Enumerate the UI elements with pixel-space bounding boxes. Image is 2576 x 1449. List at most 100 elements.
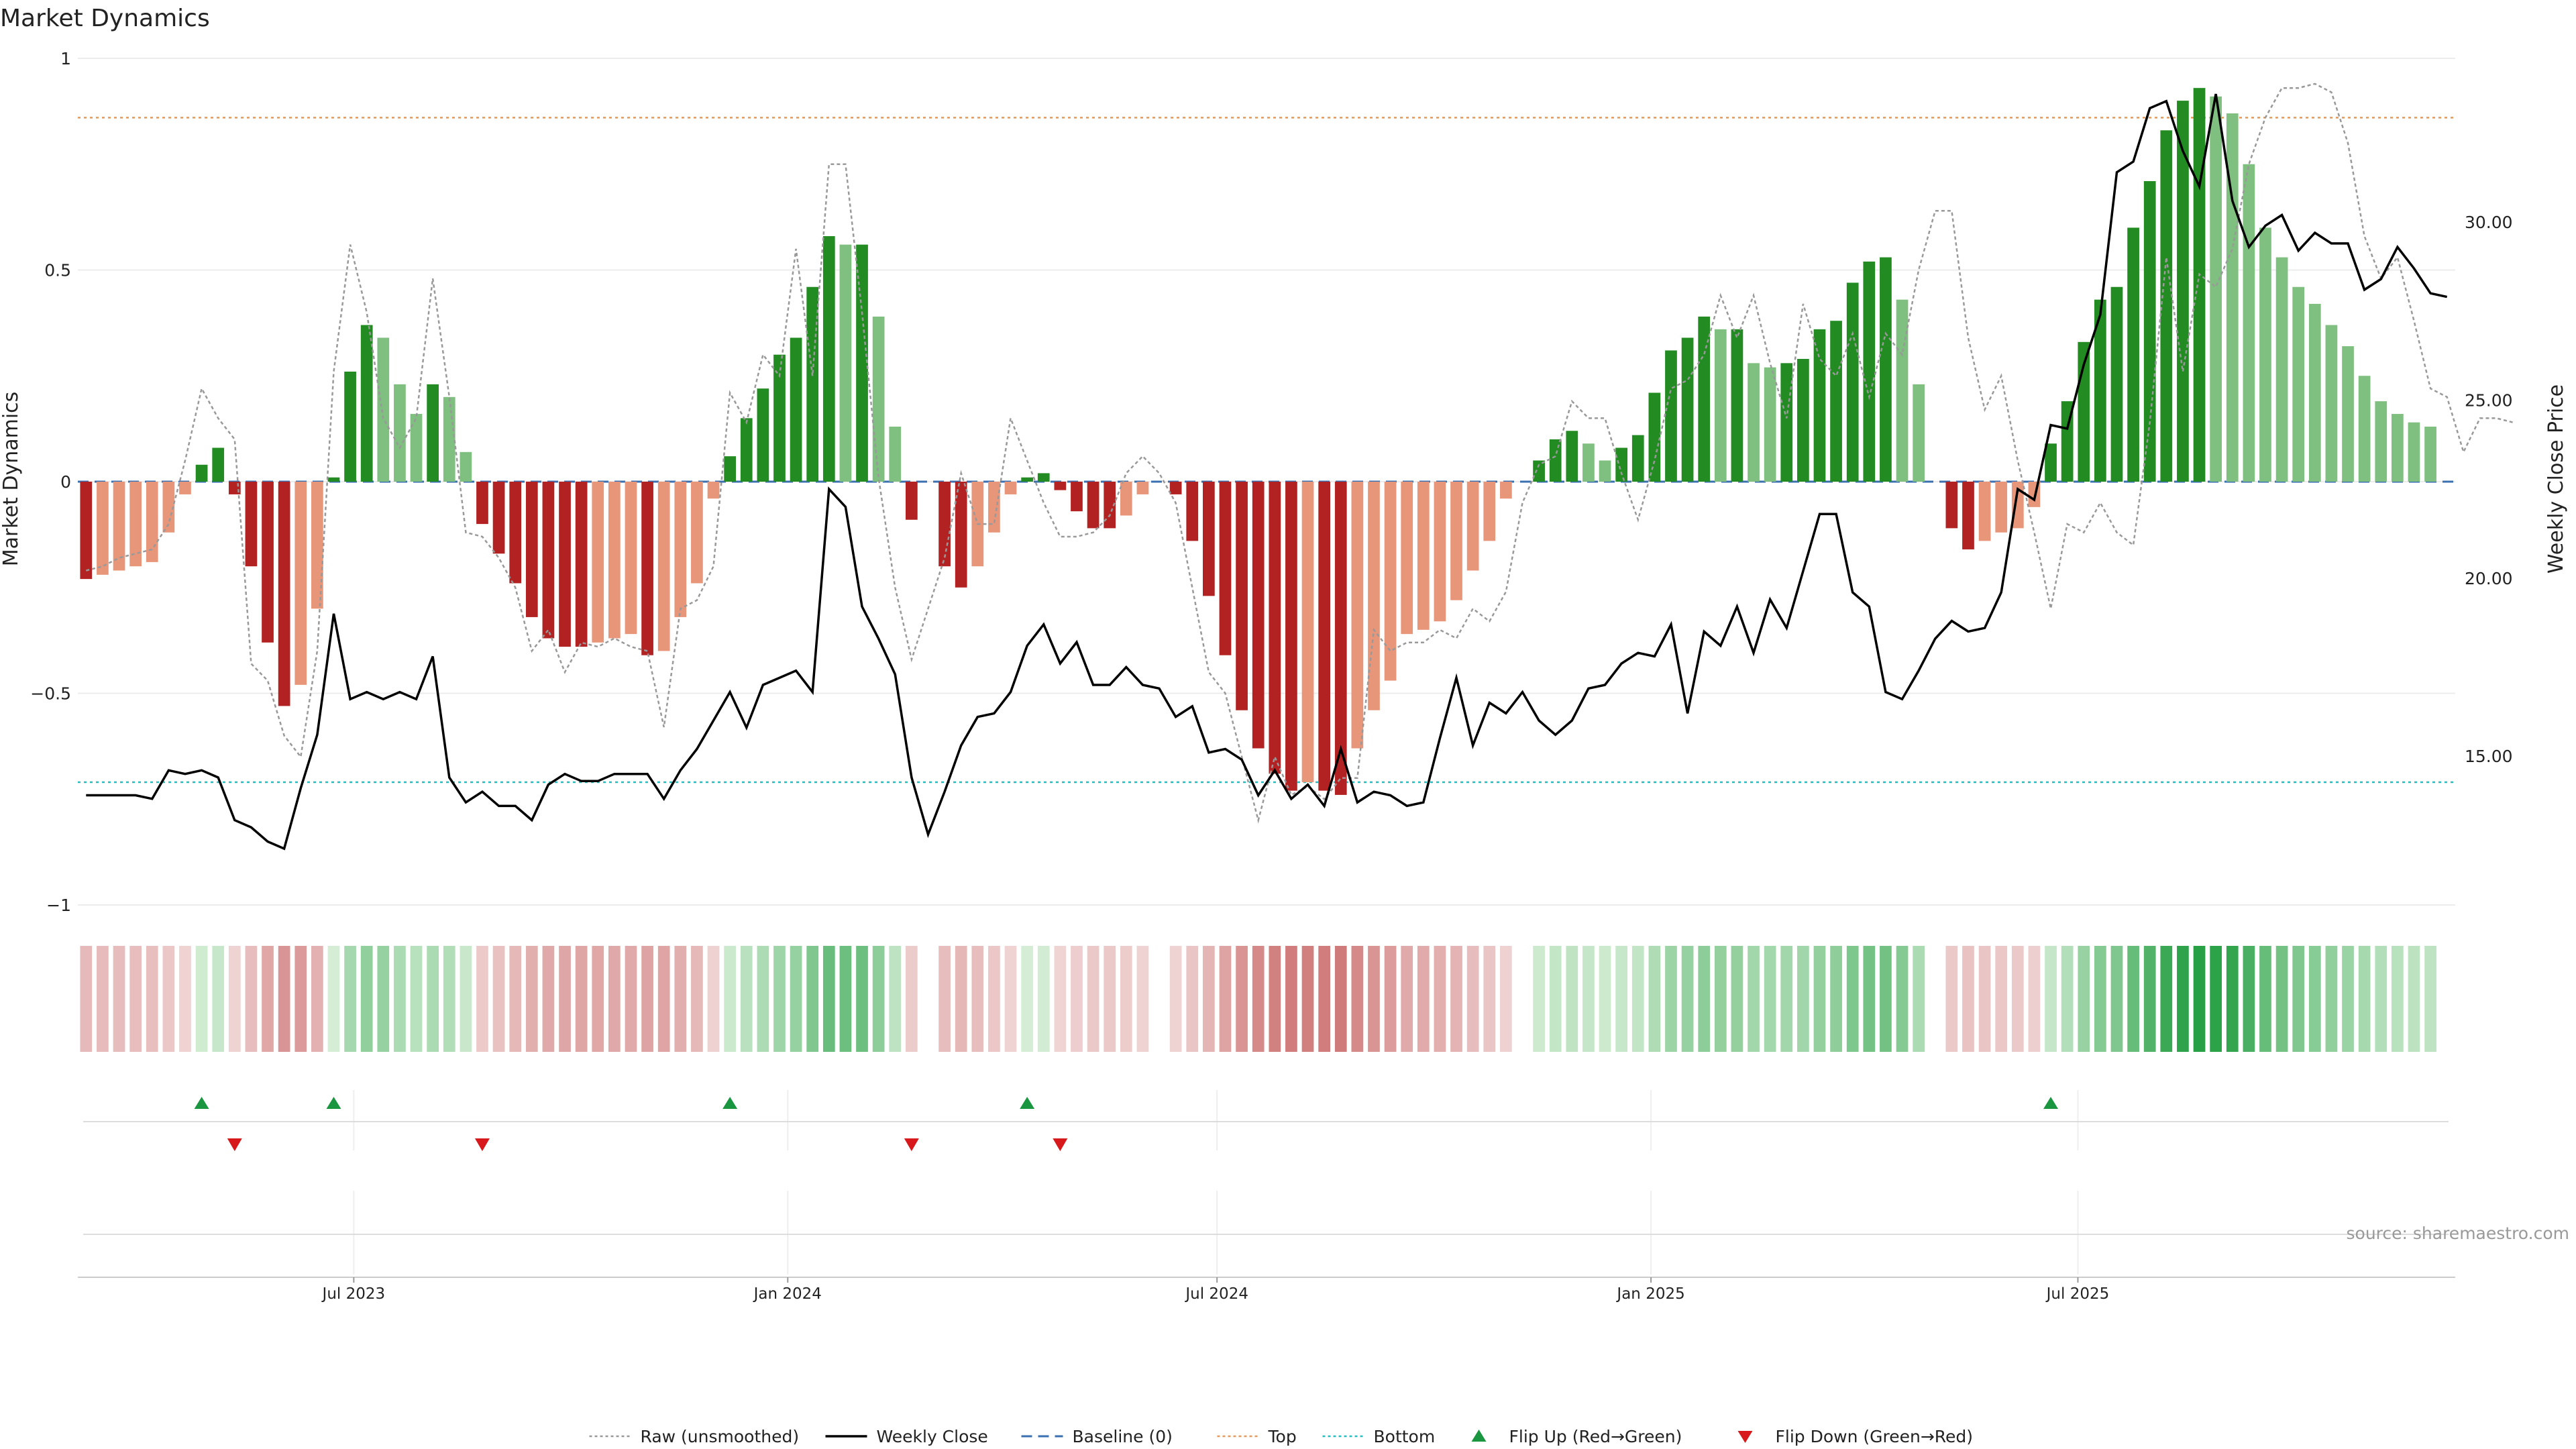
regime-cell bbox=[1978, 946, 1991, 1052]
regime-cell bbox=[1896, 946, 1909, 1052]
y-tick-label: 0 bbox=[60, 472, 71, 492]
weekly-close-line bbox=[86, 93, 2448, 851]
regime-cell bbox=[2028, 946, 2041, 1052]
md-bar bbox=[146, 482, 158, 562]
regime-cell bbox=[360, 946, 373, 1052]
md-bar bbox=[2243, 164, 2255, 482]
md-bar bbox=[1401, 482, 1413, 635]
regime-cell bbox=[790, 946, 802, 1052]
md-bar bbox=[1846, 282, 1859, 482]
md-bar bbox=[377, 337, 390, 482]
regime-cell bbox=[492, 946, 505, 1052]
legend-label: Baseline (0) bbox=[1073, 1427, 1173, 1446]
regime-cell bbox=[525, 946, 538, 1052]
y2-tick-label: 25.00 bbox=[2465, 390, 2513, 410]
regime-cell bbox=[1087, 946, 1099, 1052]
regime-cell bbox=[1714, 946, 1727, 1052]
md-bar bbox=[2177, 101, 2189, 482]
regime-cell bbox=[1913, 946, 1925, 1052]
md-bar bbox=[1995, 482, 2008, 533]
md-bar bbox=[2193, 88, 2206, 482]
md-bar bbox=[839, 244, 852, 482]
md-bar bbox=[2127, 227, 2139, 482]
regime-cell bbox=[1665, 946, 1677, 1052]
regime-cell bbox=[311, 946, 323, 1052]
y-axis-label: Market Dynamics bbox=[0, 392, 23, 567]
regime-cell bbox=[1466, 946, 1479, 1052]
md-bar bbox=[2392, 414, 2404, 482]
regime-cell bbox=[1533, 946, 1545, 1052]
regime-cell bbox=[262, 946, 274, 1052]
regime-cell bbox=[294, 946, 307, 1052]
md-bar bbox=[2308, 303, 2321, 482]
md-bar bbox=[1896, 299, 1909, 482]
regime-cell bbox=[1434, 946, 1446, 1052]
md-bar bbox=[245, 482, 258, 567]
regime-cell bbox=[724, 946, 736, 1052]
regime-cell bbox=[1599, 946, 1611, 1052]
md-bar bbox=[278, 482, 290, 706]
regime-cell bbox=[592, 946, 604, 1052]
md-bar bbox=[460, 451, 472, 482]
regime-cell bbox=[509, 946, 522, 1052]
flip-down-marker bbox=[474, 1138, 490, 1151]
regime-cell bbox=[839, 946, 852, 1052]
regime-cell bbox=[2160, 946, 2173, 1052]
regime-cell bbox=[773, 946, 786, 1052]
legend-label: Weekly Close bbox=[877, 1427, 988, 1446]
md-bar bbox=[492, 482, 505, 554]
regime-cell bbox=[1780, 946, 1793, 1052]
md-bar bbox=[1681, 337, 1694, 482]
md-bar bbox=[294, 482, 307, 685]
md-bar bbox=[1318, 482, 1330, 791]
md-bar bbox=[262, 482, 274, 643]
regime-cell bbox=[1301, 946, 1314, 1052]
md-bar bbox=[1203, 482, 1215, 596]
regime-cell bbox=[955, 946, 967, 1052]
regime-cell bbox=[2408, 946, 2420, 1052]
md-bar bbox=[1500, 482, 1512, 499]
regime-cell bbox=[1136, 946, 1149, 1052]
md-bar bbox=[1285, 482, 1297, 791]
md-bar bbox=[559, 482, 571, 647]
md-bar bbox=[1945, 482, 1958, 529]
regime-cell bbox=[2275, 946, 2288, 1052]
md-bar bbox=[1054, 482, 1067, 490]
y-tick-label: 0.5 bbox=[44, 261, 71, 280]
date-tick-label: Jul 2025 bbox=[2045, 1285, 2110, 1303]
regime-cell bbox=[2177, 946, 2189, 1052]
regime-cell bbox=[889, 946, 902, 1052]
regime-cell bbox=[1169, 946, 1182, 1052]
regime-cell bbox=[906, 946, 918, 1052]
regime-cell bbox=[2308, 946, 2321, 1052]
md-bar bbox=[2292, 286, 2305, 482]
regime-cell bbox=[1186, 946, 1199, 1052]
md-bar bbox=[757, 388, 769, 482]
regime-cell bbox=[1285, 946, 1297, 1052]
md-bar bbox=[773, 354, 786, 482]
regime-cell bbox=[228, 946, 241, 1052]
regime-strip bbox=[80, 946, 2436, 1052]
md-bar bbox=[707, 482, 720, 499]
regime-cell bbox=[2342, 946, 2354, 1052]
md-bar bbox=[2011, 482, 2024, 529]
regime-cell bbox=[1483, 946, 1496, 1052]
regime-cell bbox=[2358, 946, 2371, 1052]
md-bar bbox=[1549, 439, 1562, 482]
md-bar bbox=[2325, 325, 2338, 482]
y2-tick-label: 30.00 bbox=[2465, 213, 2513, 232]
md-bar bbox=[2259, 227, 2271, 482]
md-bar bbox=[1368, 482, 1380, 710]
regime-cell bbox=[2045, 946, 2057, 1052]
regime-cell bbox=[2110, 946, 2123, 1052]
y-tick-label: −0.5 bbox=[30, 684, 71, 704]
md-bar bbox=[1169, 482, 1182, 494]
md-bar bbox=[2094, 299, 2106, 482]
md-bar bbox=[2358, 376, 2371, 482]
regime-cell bbox=[542, 946, 555, 1052]
regime-cell bbox=[575, 946, 588, 1052]
md-bar bbox=[1566, 431, 1578, 482]
md-bar bbox=[1797, 359, 1809, 482]
md-bar bbox=[212, 447, 225, 482]
regime-cell bbox=[1880, 946, 1892, 1052]
